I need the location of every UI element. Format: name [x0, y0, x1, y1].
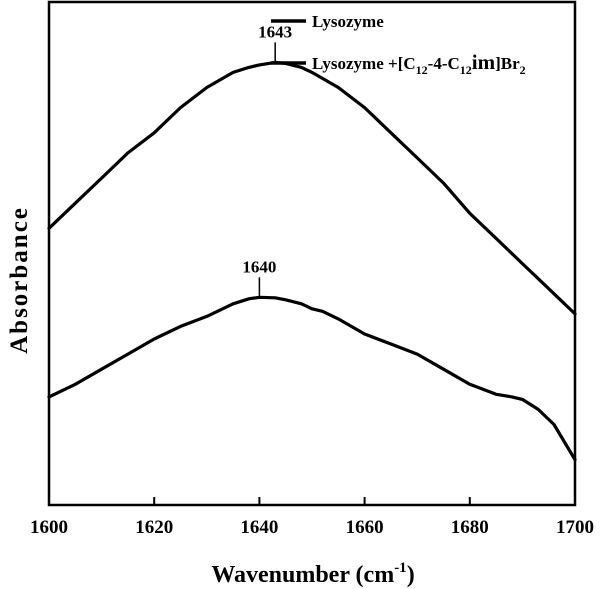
series-line-2 — [47, 295, 577, 462]
x-tick-label: 1660 — [346, 517, 384, 538]
x-tick-label: 1680 — [451, 517, 489, 538]
x-tick-label: 1600 — [30, 517, 68, 538]
x-axis-title: Wavenumber (cm-1) — [211, 560, 414, 588]
legend-label-2: Lysozyme +[C12-4-C12im]Br2 — [312, 50, 526, 77]
annotations: 1643 1640 — [242, 22, 292, 298]
x-tick-label: 1620 — [135, 517, 173, 538]
legend-label-2-part: Lysozyme +[C — [312, 54, 416, 73]
legend-label-2-part: im — [472, 50, 496, 74]
peak-label: 1643 — [258, 22, 292, 41]
legend-label-2-part: 12 — [460, 63, 472, 77]
legend-label-2-part: -4-C — [428, 54, 460, 73]
plot-frame — [47, 0, 577, 507]
legend-label-1: Lysozyme — [312, 12, 384, 31]
legend-label-2-part: 12 — [416, 63, 428, 77]
legend-label-2-part: ]Br — [495, 54, 520, 73]
peak-label: 1640 — [242, 257, 276, 276]
y-axis-title: Absorbance — [6, 206, 33, 354]
series-line-1 — [47, 60, 577, 316]
series-layer — [47, 60, 577, 462]
x-axis-ticks: 1600 1620 1640 1660 1680 1700 — [30, 497, 594, 538]
x-tick-label: 1700 — [556, 517, 594, 538]
x-tick-label: 1640 — [240, 517, 278, 538]
plot-border — [47, 0, 577, 507]
legend-label-2-part: 2 — [520, 63, 526, 77]
